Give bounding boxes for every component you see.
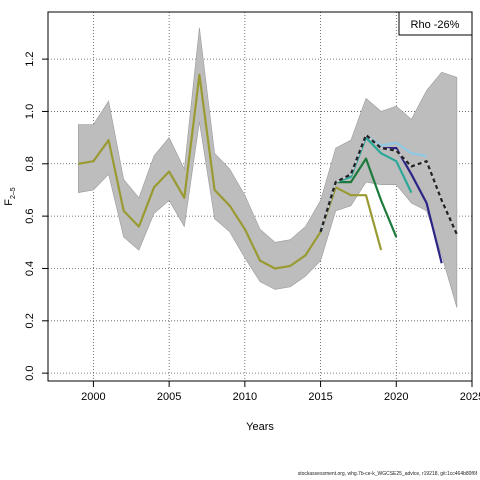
x-tick-label-2025: 2025: [460, 391, 480, 403]
footer-source: stockassessment.org, whg.7b-ce-k_WGCSE25…: [297, 471, 477, 477]
x-axis-title: Years: [246, 421, 274, 433]
y-tick-label-6: 1.2: [24, 51, 36, 66]
series-lines: [78, 73, 458, 270]
x-tick-label-2000: 2000: [81, 391, 105, 403]
x-tick-label-2010: 2010: [233, 391, 257, 403]
y-tick-label-1: 0.2: [24, 313, 36, 328]
series-5-line: [319, 133, 458, 235]
legend-rho-text: Rho -26%: [411, 19, 460, 31]
x-tick-label-2005: 2005: [157, 391, 181, 403]
y-axis-title: F2–5: [3, 187, 17, 206]
y-axis-title-main: F: [3, 199, 15, 206]
x-tick-label-2015: 2015: [308, 391, 332, 403]
confidence-band-area: [78, 27, 458, 308]
y-tick-label-2: 0.4: [24, 261, 36, 276]
plot-frame: [47, 11, 473, 382]
y-tick-label-5: 1.0: [24, 104, 36, 119]
y-tick-label-3: 0.6: [24, 208, 36, 223]
legend: Rho -26%: [398, 11, 473, 36]
legend-box: [398, 11, 473, 36]
x-tick-label-2020: 2020: [384, 391, 408, 403]
y-axis-title-subscript: 2–5: [10, 187, 17, 199]
axes: 2000 2005 2010 2015 2020 2025 0.0 0.2 0.4 0.6 0.8 1…: [24, 51, 480, 403]
y-tick-label-4: 0.8: [24, 156, 36, 171]
y-tick-label-0: 0.0: [24, 366, 36, 381]
confidence-band: [78, 27, 458, 308]
